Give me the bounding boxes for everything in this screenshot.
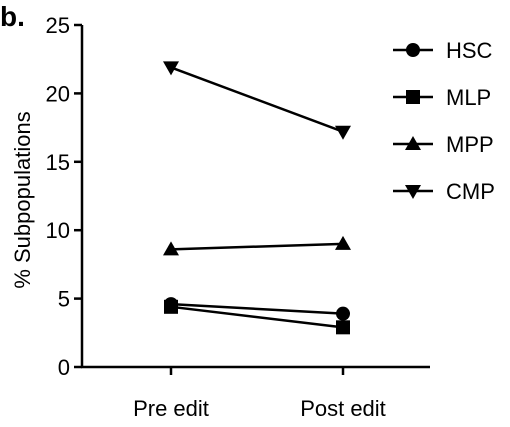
series-cmp <box>163 61 351 140</box>
legend-label: CMP <box>446 179 495 204</box>
legend-marker-cmp <box>405 185 421 199</box>
data-point-mpp <box>163 241 179 256</box>
legend-marker-hsc <box>406 43 420 57</box>
y-tick-label: 10 <box>46 218 70 243</box>
data-point-cmp <box>335 125 351 140</box>
data-point-mlp <box>336 320 350 335</box>
y-tick-label: 5 <box>58 287 70 312</box>
series-line-mpp <box>170 242 344 251</box>
panel-label: b. <box>0 1 25 32</box>
legend-item-mpp: MPP <box>393 132 494 157</box>
data-point-cmp <box>163 61 179 76</box>
data-point-hsc <box>336 306 350 321</box>
series-line-hsc <box>170 302 344 315</box>
series-line-mlp <box>170 305 344 329</box>
legend-item-mlp: MLP <box>393 85 491 110</box>
legend-marker-mpp <box>405 136 421 150</box>
y-tick-label: 20 <box>46 81 70 106</box>
legend: HSC MLP MPP CMP <box>393 38 495 204</box>
data-point-mlp <box>164 299 178 314</box>
x-tick-label: Post edit <box>300 396 386 421</box>
legend-label: HSC <box>446 38 493 63</box>
legend-item-cmp: CMP <box>393 179 495 204</box>
series-mpp <box>163 235 351 256</box>
legend-item-hsc: HSC <box>393 38 493 63</box>
y-tick-label: 0 <box>58 355 70 380</box>
data-point-mpp <box>335 235 351 250</box>
series-line-cmp <box>170 66 344 133</box>
legend-label: MPP <box>446 132 494 157</box>
y-axis-title: % Subpopulations <box>10 111 35 288</box>
series-group <box>163 61 351 335</box>
y-tick-label: 15 <box>46 150 70 175</box>
x-tick-label: Pre edit <box>133 396 209 421</box>
axes: 0 5 10 15 20 25 Pre edit Post edit <box>46 13 430 421</box>
series-mlp <box>164 299 350 335</box>
legend-marker-mlp <box>406 90 420 104</box>
y-tick-label: 25 <box>46 13 70 38</box>
legend-label: MLP <box>446 85 491 110</box>
